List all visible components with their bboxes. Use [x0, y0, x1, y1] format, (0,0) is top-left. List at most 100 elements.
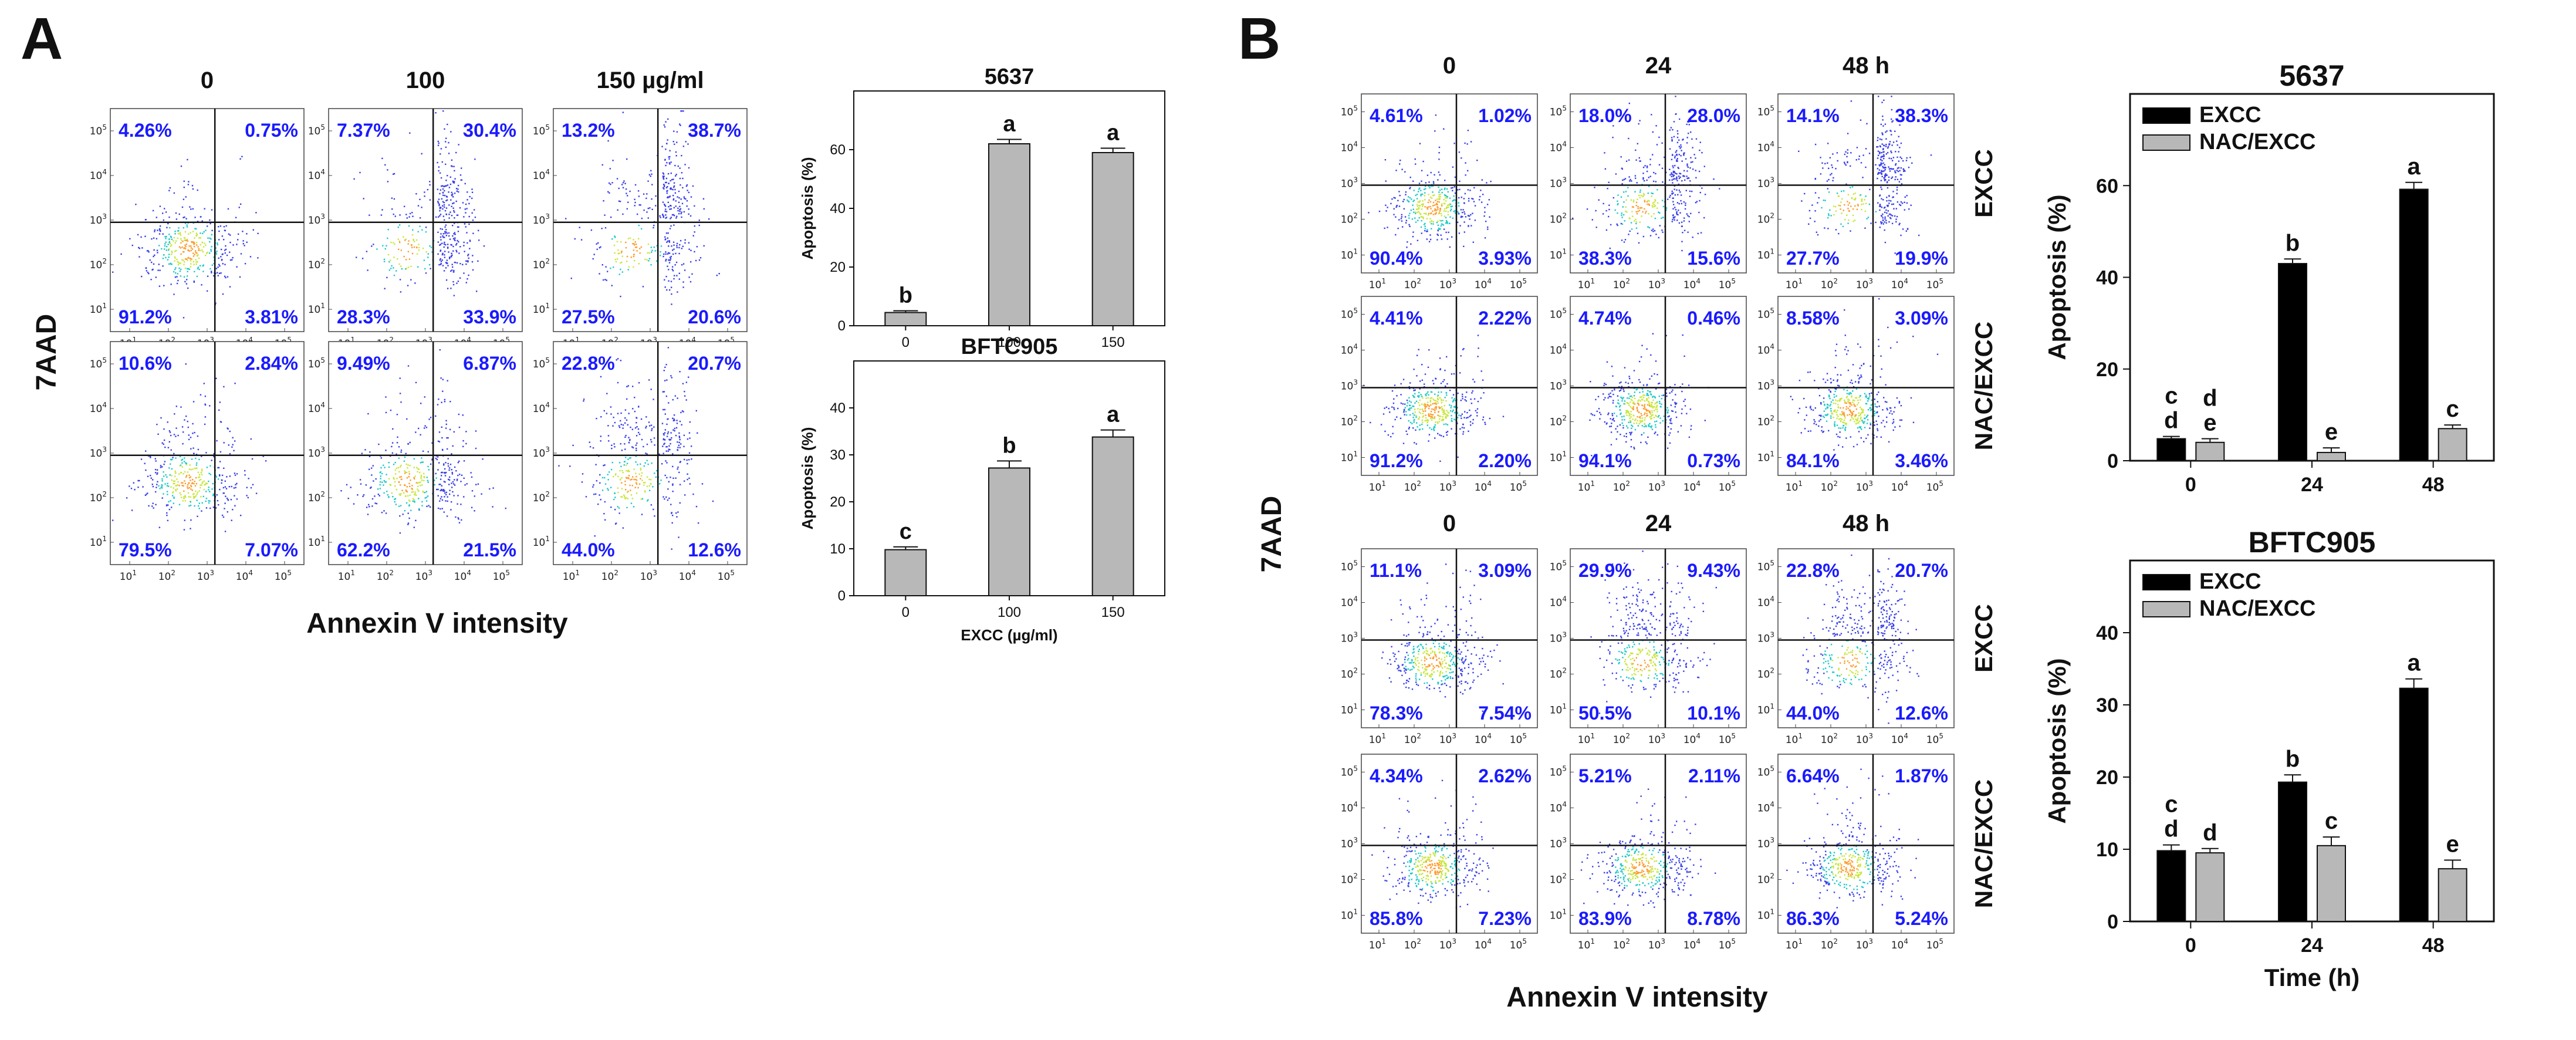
event-dot — [1607, 188, 1608, 190]
event-dot — [665, 164, 667, 167]
event-dot — [1654, 229, 1656, 232]
event-dot — [1659, 417, 1661, 419]
event-dot — [620, 360, 622, 362]
event-dot — [220, 272, 222, 274]
event-dot — [224, 531, 227, 532]
event-dot — [1632, 403, 1634, 404]
event-dot — [670, 225, 672, 227]
event-dot — [415, 519, 417, 522]
event-dot — [641, 514, 643, 515]
event-dot — [1380, 424, 1382, 426]
event-dot — [1407, 241, 1408, 243]
event-dot — [1674, 155, 1676, 157]
event-dot — [1421, 232, 1422, 234]
event-dot — [197, 246, 199, 248]
event-dot — [449, 428, 451, 430]
event-dot — [634, 397, 635, 399]
event-dot — [651, 428, 653, 430]
event-dot — [1484, 207, 1486, 208]
event-dot — [603, 410, 605, 412]
event-dot — [627, 458, 629, 460]
event-dot — [1445, 220, 1448, 222]
event-dot — [1609, 426, 1611, 427]
event-dot — [437, 161, 438, 164]
event-dot — [424, 268, 426, 270]
event-dot — [626, 398, 628, 400]
event-dot — [457, 226, 459, 228]
event-dot — [1661, 200, 1664, 201]
event-dot — [1460, 415, 1462, 417]
event-dot — [670, 255, 672, 258]
event-dot — [170, 486, 172, 488]
event-dot — [1648, 212, 1649, 215]
event-dot — [448, 217, 450, 219]
event-dot — [1676, 220, 1678, 221]
event-dot — [440, 258, 441, 260]
event-dot — [634, 247, 637, 248]
event-dot — [1409, 421, 1412, 424]
tick-exponent: 5 — [1731, 277, 1736, 285]
event-dot — [1641, 345, 1643, 346]
event-dot — [1628, 137, 1630, 140]
event-dot — [1425, 213, 1427, 215]
event-dot — [1370, 421, 1371, 424]
event-dot — [1444, 413, 1446, 414]
event-dot — [1682, 232, 1683, 234]
event-dot — [1425, 420, 1428, 421]
event-dot — [399, 466, 401, 468]
event-dot — [437, 440, 440, 442]
event-dot — [182, 473, 184, 475]
event-dot — [651, 462, 653, 464]
event-dot — [366, 251, 368, 252]
event-dot — [414, 501, 415, 503]
event-dot — [672, 465, 674, 468]
event-dot — [666, 192, 668, 194]
event-dot — [1652, 333, 1654, 335]
event-dot — [671, 188, 672, 190]
event-dot — [171, 479, 173, 481]
event-dot — [1606, 422, 1608, 424]
event-dot — [1648, 204, 1650, 206]
event-dot — [1428, 194, 1429, 195]
event-dot — [1434, 410, 1436, 411]
event-dot — [444, 128, 445, 130]
panel-letter-a: A — [21, 6, 63, 72]
event-dot — [1651, 414, 1653, 416]
event-dot — [165, 474, 167, 476]
event-dot — [1671, 140, 1673, 142]
event-dot — [1884, 221, 1885, 223]
event-dot — [417, 482, 419, 484]
event-dot — [665, 395, 667, 397]
y-axis-label: Apoptosis (%) — [799, 157, 816, 260]
event-dot — [1430, 185, 1432, 187]
event-dot — [1426, 238, 1428, 240]
event-dot — [1621, 167, 1623, 169]
event-dot — [616, 258, 618, 260]
quadrant-upper-right-percent: 2.22% — [1478, 308, 1532, 329]
event-dot — [641, 217, 643, 220]
event-dot — [670, 432, 672, 434]
event-dot — [418, 508, 420, 510]
event-dot — [439, 349, 441, 351]
event-dot — [429, 199, 431, 201]
event-dot — [678, 441, 680, 444]
event-dot — [386, 474, 387, 475]
event-dot — [679, 209, 681, 211]
event-dot — [1644, 400, 1646, 402]
event-dot — [1655, 173, 1657, 175]
event-dot — [1462, 393, 1463, 396]
event-dot — [192, 241, 194, 243]
event-dot — [1429, 234, 1431, 236]
event-dot — [252, 229, 254, 231]
event-dot — [1858, 156, 1860, 157]
event-dot — [168, 263, 170, 265]
event-dot — [1657, 434, 1658, 436]
event-dot — [667, 240, 669, 242]
tick-exponent: 4 — [320, 401, 325, 409]
event-dot — [492, 506, 493, 508]
event-dot — [391, 452, 394, 454]
event-dot — [1649, 378, 1651, 380]
event-dot — [1432, 380, 1434, 381]
y-tick-label: 103 — [1757, 176, 1774, 190]
event-dot — [443, 201, 445, 204]
